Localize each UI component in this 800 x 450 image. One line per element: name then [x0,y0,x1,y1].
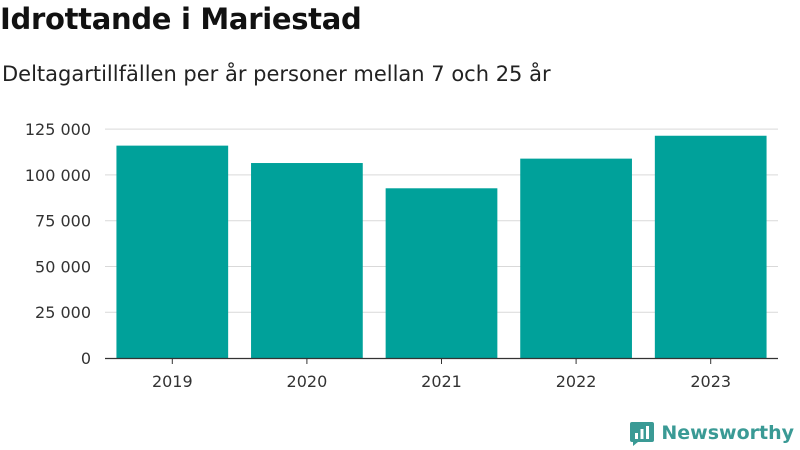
y-tick-label: 50 000 [35,257,91,276]
bar-2022 [520,158,632,358]
chart-subtitle: Deltagartillfällen per år personer mella… [2,62,551,86]
x-tick-label: 2020 [287,372,328,391]
x-tick-label: 2022 [556,372,597,391]
x-tick-label: 2023 [690,372,731,391]
bar-2020 [251,163,363,358]
newsworthy-logo-icon [630,422,655,446]
y-tick-label: 125 000 [25,120,91,139]
chart-title: Idrottande i Mariestad [0,2,362,36]
bar-2023 [654,135,767,358]
x-tick-label: 2019 [152,372,193,391]
y-axis-ticks: 0 25 000 50 000 75 000 100 000 125 000 [25,120,91,368]
bars [116,135,767,358]
x-tick-label: 2021 [421,372,462,391]
bar-2019 [116,145,229,358]
y-tick-label: 75 000 [35,212,91,231]
y-tick-label: 0 [81,349,91,368]
x-axis-ticks: 2019 2020 2021 2022 2023 [152,358,731,391]
brand-name: Newsworthy [661,422,794,444]
y-tick-label: 25 000 [35,303,91,322]
bar-2021 [385,188,498,358]
brand-logo: Newsworthy [629,420,794,446]
y-tick-label: 100 000 [25,166,91,185]
